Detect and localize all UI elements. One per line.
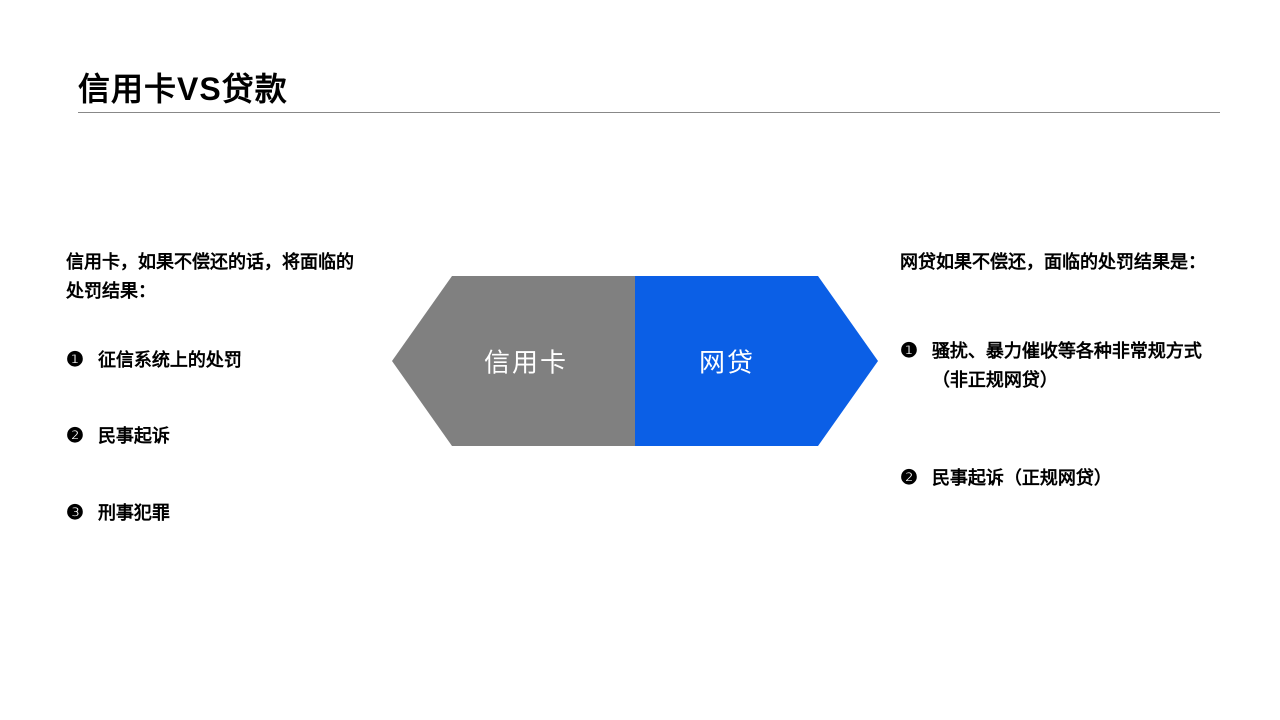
left-column: 信用卡，如果不偿还的话，将面临的处罚结果： ❶ 征信系统上的处罚 ❷ 民事起诉 … xyxy=(66,248,366,576)
list-item: ❷ 民事起诉 xyxy=(66,422,366,451)
list-item: ❷ 民事起诉（正规网贷） xyxy=(900,464,1210,493)
right-arrow-label: 网贷 xyxy=(699,343,755,380)
bullet-icon: ❶ xyxy=(900,337,918,365)
right-arrow-shape: 网贷 xyxy=(635,276,878,446)
left-arrow-shape: 信用卡 xyxy=(392,276,635,446)
comparison-diagram: 信用卡 网贷 xyxy=(392,276,878,446)
list-item-text: 刑事犯罪 xyxy=(98,499,366,528)
list-item: ❶ 骚扰、暴力催收等各种非常规方式（非正规网贷） xyxy=(900,337,1210,395)
slide: 信用卡VS贷款 信用卡，如果不偿还的话，将面临的处罚结果： ❶ 征信系统上的处罚… xyxy=(0,0,1280,720)
title-underline xyxy=(78,112,1220,113)
arrow-right-poly xyxy=(635,276,878,446)
bullet-icon: ❷ xyxy=(900,464,918,492)
right-intro: 网贷如果不偿还，面临的处罚结果是： xyxy=(900,248,1210,277)
page-title: 信用卡VS贷款 xyxy=(78,64,288,110)
bullet-icon: ❶ xyxy=(66,346,84,374)
list-item-text: 骚扰、暴力催收等各种非常规方式（非正规网贷） xyxy=(932,337,1210,395)
left-intro: 信用卡，如果不偿还的话，将面临的处罚结果： xyxy=(66,248,366,306)
list-item: ❶ 征信系统上的处罚 xyxy=(66,346,366,375)
list-item-text: 民事起诉（正规网贷） xyxy=(932,464,1210,493)
list-item-text: 民事起诉 xyxy=(98,422,366,451)
bullet-icon: ❸ xyxy=(66,499,84,527)
bullet-icon: ❷ xyxy=(66,422,84,450)
list-item-text: 征信系统上的处罚 xyxy=(98,346,366,375)
right-column: 网贷如果不偿还，面临的处罚结果是： ❶ 骚扰、暴力催收等各种非常规方式（非正规网… xyxy=(900,248,1210,563)
arrow-right-svg xyxy=(635,276,878,446)
list-item: ❸ 刑事犯罪 xyxy=(66,499,366,528)
left-arrow-label: 信用卡 xyxy=(484,343,568,380)
